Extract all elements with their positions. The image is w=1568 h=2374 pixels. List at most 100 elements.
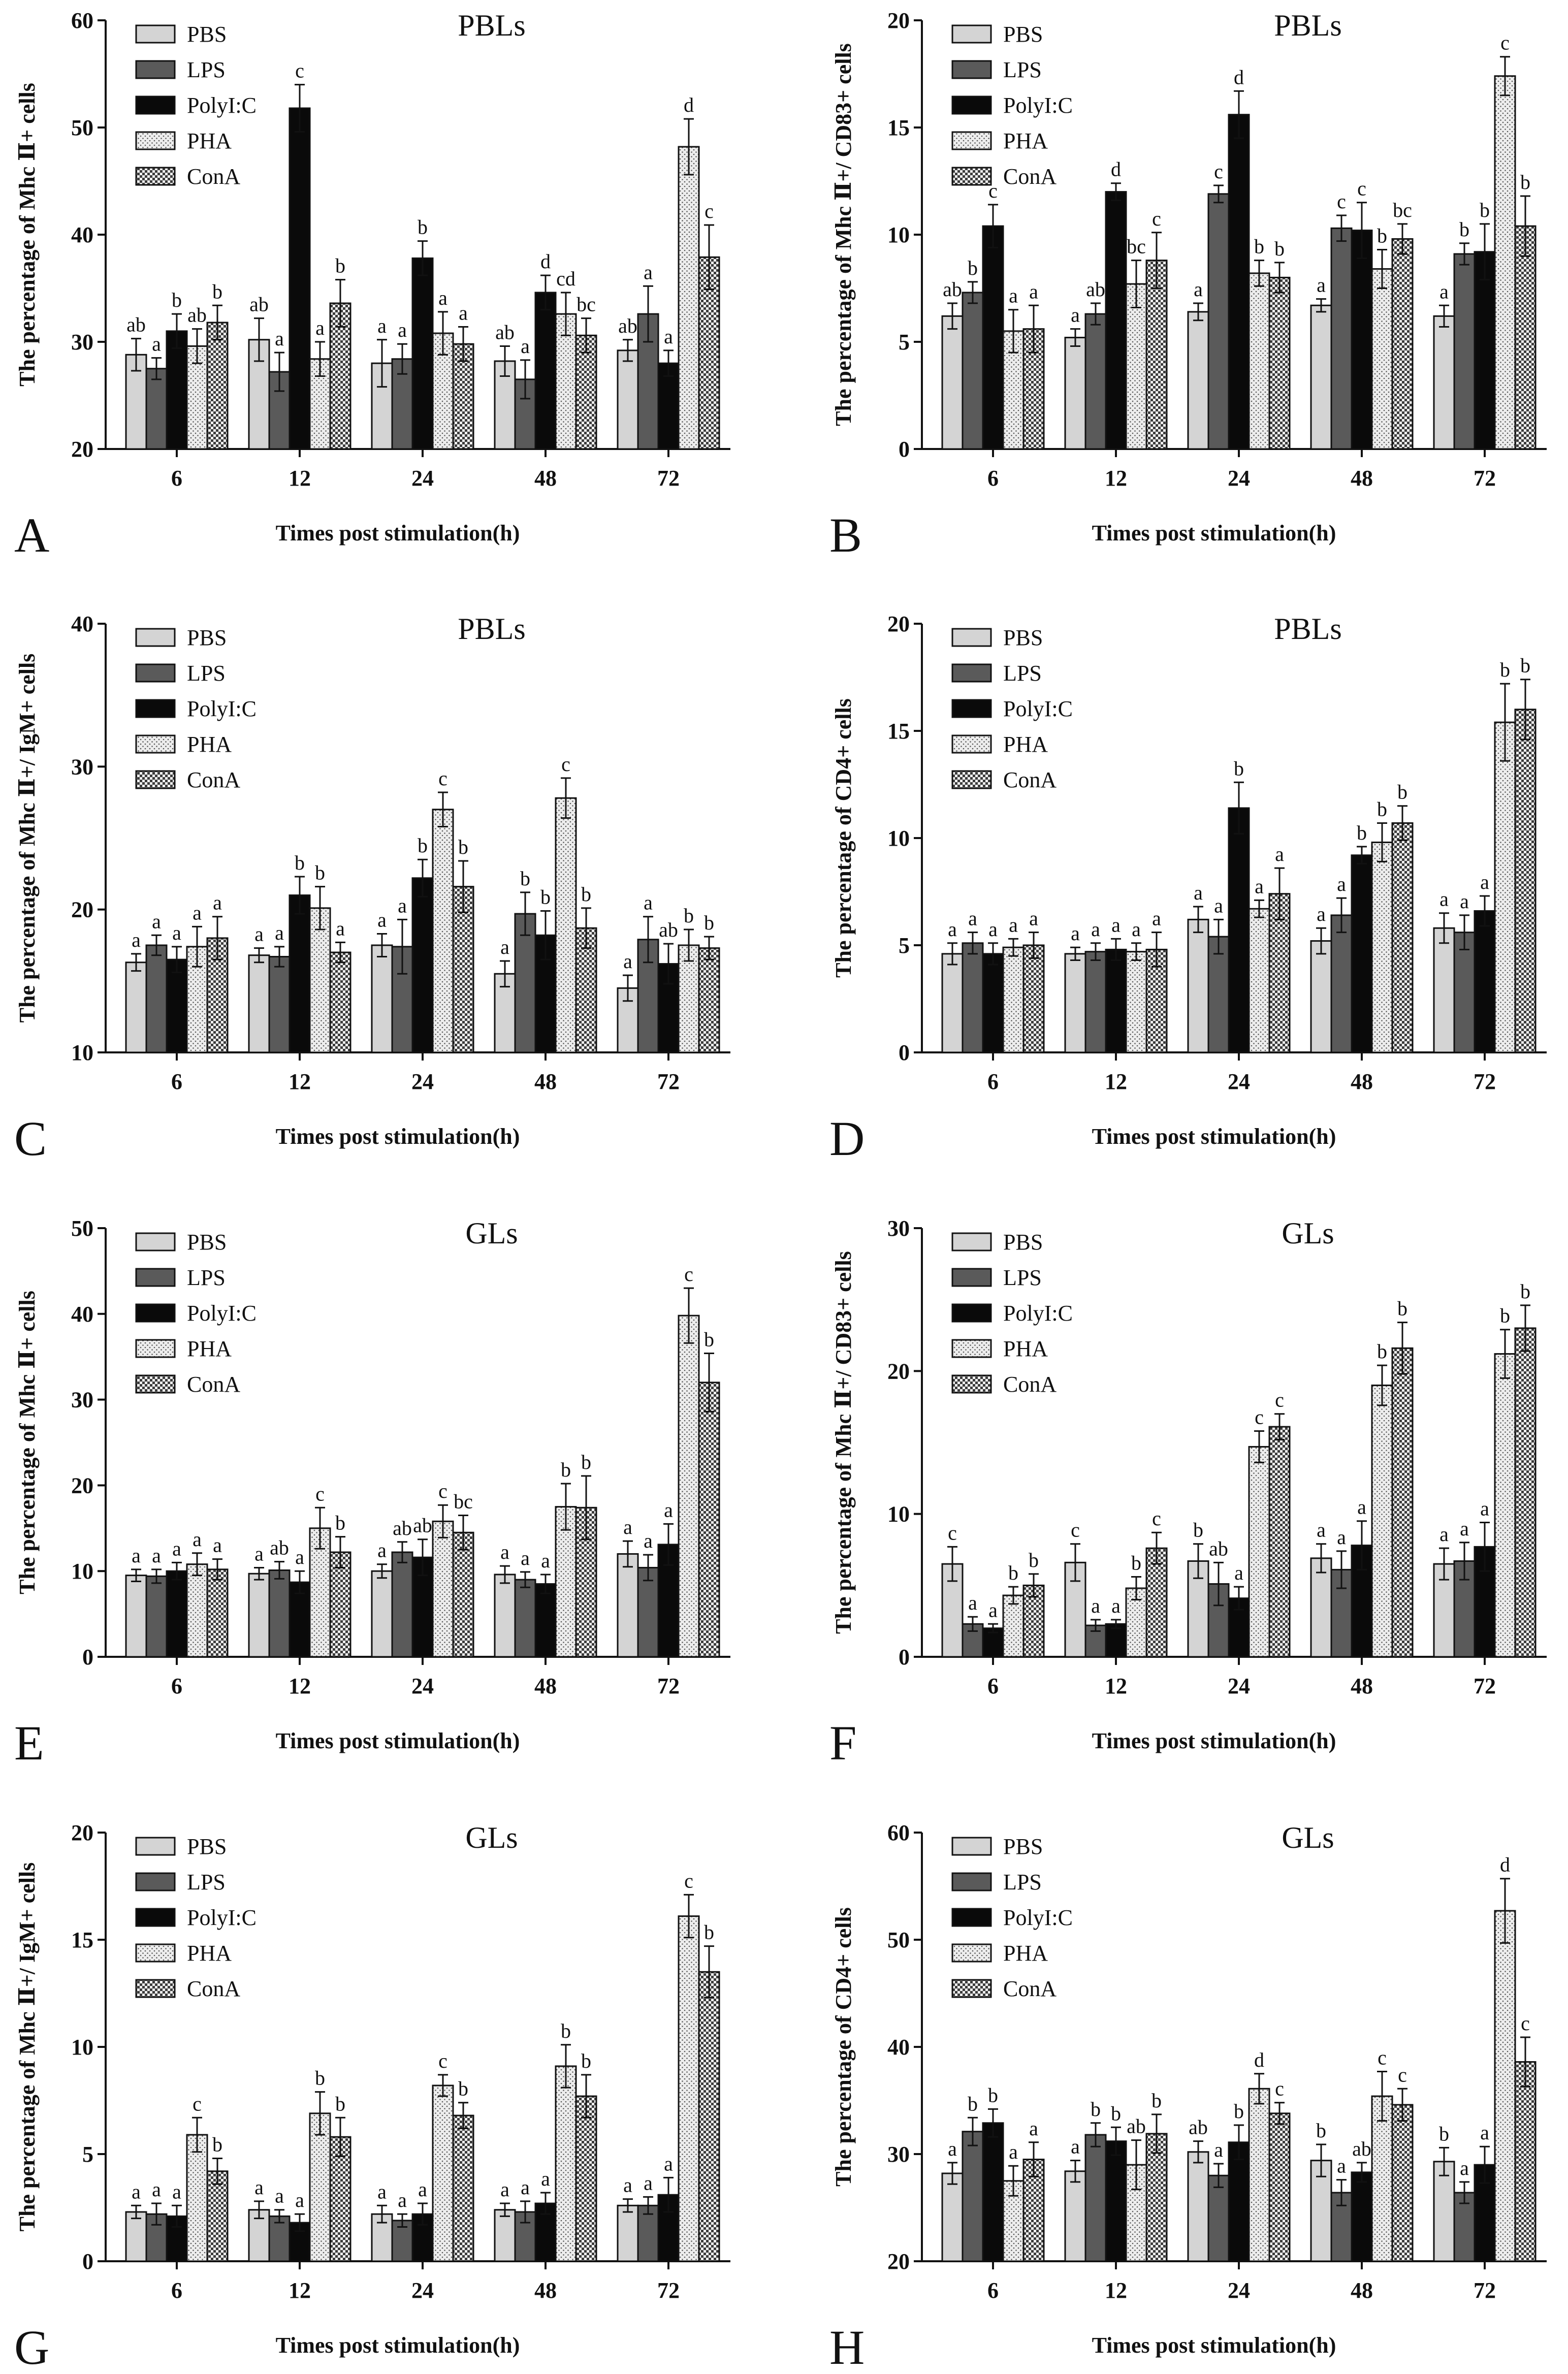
bar-pha-6h bbox=[186, 1563, 208, 1658]
legend-label: PHA bbox=[187, 732, 232, 757]
bar-pha-48h bbox=[555, 2065, 577, 2262]
x-tick-label: 12 bbox=[1105, 1069, 1127, 1094]
significance-label: b bbox=[1193, 1519, 1203, 1542]
significance-label: a bbox=[1071, 304, 1080, 327]
bar-cona-24h bbox=[1268, 1426, 1291, 1658]
bar-pbs-72h bbox=[617, 2204, 639, 2262]
significance-label: b bbox=[1397, 1297, 1407, 1320]
x-tick-label: 12 bbox=[1105, 2278, 1127, 2303]
bar-lps-6h bbox=[962, 2131, 984, 2262]
significance-label: a bbox=[1152, 907, 1161, 930]
significance-label: ab bbox=[249, 293, 269, 316]
bar-polyic-24h bbox=[411, 257, 434, 450]
legend-swatch bbox=[951, 1232, 992, 1252]
legend-label: ConA bbox=[187, 1372, 240, 1397]
bar-lps-72h bbox=[637, 1566, 659, 1658]
legend-label: PBS bbox=[1003, 22, 1043, 47]
significance-label: a bbox=[968, 1591, 977, 1614]
significance-label: c bbox=[1521, 2012, 1530, 2035]
y-tick-label: 30 bbox=[71, 330, 93, 355]
significance-label: a bbox=[254, 923, 264, 946]
legend-swatch bbox=[951, 770, 992, 789]
y-tick-label: 0 bbox=[899, 1645, 910, 1670]
bar-pha-72h bbox=[1494, 721, 1516, 1053]
x-tick-label: 48 bbox=[1351, 1674, 1373, 1698]
y-tick-label: 15 bbox=[71, 1928, 93, 1952]
x-tick-label: 72 bbox=[657, 1069, 680, 1094]
y-tick-label: 10 bbox=[71, 2035, 93, 2060]
bar-polyic-72h bbox=[657, 362, 680, 450]
bar-lps-6h bbox=[145, 944, 168, 1053]
significance-label: ab bbox=[187, 304, 207, 327]
bar-cona-48h bbox=[1391, 238, 1414, 450]
chart-title: GLs bbox=[1282, 1821, 1334, 1854]
bar-pbs-24h bbox=[371, 1570, 393, 1658]
panel-letter: B bbox=[829, 508, 862, 562]
legend-label: PolyI:C bbox=[187, 1301, 257, 1326]
bar-cona-72h bbox=[698, 947, 720, 1053]
bar-cona-72h bbox=[1514, 2061, 1537, 2262]
y-tick-label: 50 bbox=[71, 1216, 93, 1241]
panel-letter: F bbox=[829, 1716, 856, 1770]
significance-label: c bbox=[1398, 2063, 1407, 2086]
legend: PBS LPS PolyI:C PHA ConA bbox=[135, 1834, 257, 2001]
bar-lps-6h bbox=[145, 1575, 168, 1658]
significance-label: a bbox=[254, 1542, 264, 1565]
legend-swatch bbox=[951, 24, 992, 44]
bar-pha-24h bbox=[1248, 2088, 1270, 2262]
bar-cona-72h bbox=[1514, 1327, 1537, 1658]
y-tick-label: 30 bbox=[71, 754, 93, 779]
x-axis-title: Times post stimulation(h) bbox=[276, 521, 520, 546]
y-tick-label: 10 bbox=[887, 826, 910, 851]
significance-label: c bbox=[1357, 177, 1366, 200]
significance-label: b bbox=[1316, 2119, 1326, 2142]
significance-label: b bbox=[704, 911, 714, 934]
bar-polyic-24h bbox=[411, 877, 434, 1053]
legend-swatch bbox=[951, 1303, 992, 1323]
legend-label: PBS bbox=[187, 625, 227, 650]
legend-label: PolyI:C bbox=[187, 93, 257, 118]
legend-label: ConA bbox=[187, 1976, 240, 2001]
bar-polyic-48h bbox=[1351, 2171, 1373, 2262]
bar-cona-12h bbox=[1145, 1547, 1168, 1658]
bar-cona-48h bbox=[575, 2095, 597, 2262]
bar-polyic-6h bbox=[166, 1570, 188, 1658]
legend-swatch bbox=[951, 1837, 992, 1856]
significance-label: a bbox=[193, 1528, 202, 1551]
significance-label: b bbox=[1500, 1304, 1510, 1327]
legend-swatch bbox=[135, 1232, 176, 1252]
bar-pha-12h bbox=[1125, 951, 1147, 1053]
legend-label: PBS bbox=[187, 1230, 227, 1255]
bar-pbs-72h bbox=[617, 1553, 639, 1658]
significance-label: a bbox=[132, 2180, 141, 2203]
significance-label: b bbox=[458, 2077, 468, 2100]
significance-label: b bbox=[458, 836, 468, 858]
significance-label: ab bbox=[1086, 278, 1105, 301]
legend-label: PHA bbox=[1003, 129, 1048, 153]
significance-label: a bbox=[275, 327, 284, 350]
bar-pbs-24h bbox=[371, 944, 393, 1053]
bar-cona-24h bbox=[1268, 276, 1291, 450]
x-tick-label: 12 bbox=[289, 1674, 311, 1698]
bar-pbs-24h bbox=[1187, 918, 1209, 1053]
bar-cona-48h bbox=[1391, 2104, 1414, 2262]
bar-polyic-24h bbox=[1228, 2141, 1250, 2262]
significance-label: ab bbox=[1127, 2115, 1146, 2138]
chart-title: PBLs bbox=[458, 612, 525, 646]
significance-label: b bbox=[1234, 757, 1244, 780]
legend-swatch bbox=[135, 95, 176, 115]
significance-label: a bbox=[132, 1544, 141, 1567]
legend-swatch bbox=[951, 1943, 992, 1963]
significance-label: b bbox=[561, 2019, 571, 2042]
legend-label: PHA bbox=[1003, 1336, 1048, 1361]
legend-label: PHA bbox=[187, 1941, 232, 1966]
significance-label: a bbox=[623, 2174, 632, 2197]
bar-pbs-6h bbox=[941, 315, 964, 450]
bar-cona-6h bbox=[206, 322, 229, 450]
x-tick-label: 6 bbox=[171, 1674, 182, 1698]
legend-label: LPS bbox=[1003, 57, 1042, 82]
bar-lps-12h bbox=[1084, 1624, 1107, 1658]
legend-swatch bbox=[135, 60, 176, 79]
significance-label: a bbox=[213, 1534, 222, 1557]
panel-letter: D bbox=[829, 1111, 865, 1166]
